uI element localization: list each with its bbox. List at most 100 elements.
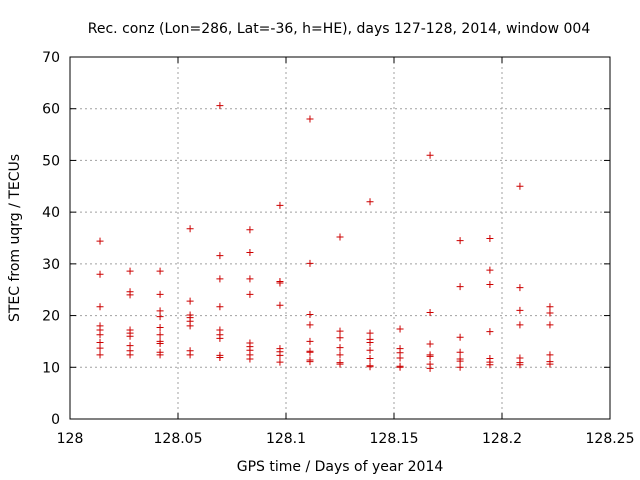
- data-point: [516, 321, 524, 329]
- data-point: [336, 327, 344, 335]
- data-point: [516, 182, 524, 190]
- data-point: [366, 346, 374, 354]
- data-point: [156, 339, 164, 347]
- x-tick-label: 128: [57, 431, 84, 447]
- x-tick-label: 128.25: [586, 431, 635, 447]
- data-point: [456, 283, 464, 291]
- data-point: [156, 351, 164, 359]
- data-point: [156, 323, 164, 331]
- data-point: [126, 291, 134, 299]
- plot-frame: [69, 56, 611, 420]
- data-point: [366, 338, 374, 346]
- axis-ticks: [69, 56, 611, 420]
- data-points: [96, 102, 554, 372]
- data-point: [456, 237, 464, 245]
- x-axis-label: GPS time / Days of year 2014: [237, 459, 444, 475]
- data-point: [306, 348, 314, 356]
- x-tick-label: 128.15: [370, 431, 419, 447]
- data-point: [306, 311, 314, 319]
- y-tick-label: 30: [42, 257, 60, 273]
- y-tick-label: 60: [42, 102, 60, 118]
- data-point: [306, 337, 314, 345]
- data-point: [336, 334, 344, 342]
- data-point: [126, 351, 134, 359]
- data-point: [546, 309, 554, 317]
- data-point: [306, 115, 314, 123]
- data-point: [246, 275, 254, 283]
- data-point: [456, 348, 464, 356]
- data-point: [276, 358, 284, 366]
- data-point: [156, 290, 164, 298]
- data-point: [456, 363, 464, 371]
- data-point: [156, 267, 164, 275]
- x-tick-label: 128.1: [266, 431, 306, 447]
- data-point: [426, 308, 434, 316]
- data-point: [546, 351, 554, 359]
- x-tick-label: 128.2: [482, 431, 522, 447]
- data-point: [336, 351, 344, 359]
- data-point: [426, 364, 434, 372]
- data-point: [366, 363, 374, 371]
- data-point: [246, 290, 254, 298]
- y-tick-label: 0: [51, 412, 60, 428]
- data-point: [486, 281, 494, 289]
- data-point: [186, 351, 194, 359]
- data-point: [426, 352, 434, 360]
- y-tick-label: 20: [42, 309, 60, 325]
- data-point: [306, 358, 314, 366]
- data-point: [96, 237, 104, 245]
- data-point: [336, 233, 344, 241]
- data-point: [366, 329, 374, 337]
- data-point: [486, 328, 494, 336]
- data-point: [186, 297, 194, 305]
- data-point: [306, 321, 314, 329]
- data-point: [546, 321, 554, 329]
- data-point: [276, 201, 284, 209]
- data-point: [486, 235, 494, 243]
- y-tick-label: 70: [42, 50, 60, 66]
- data-point: [396, 363, 404, 371]
- y-axis-label: STEC from uqrg / TECUs: [7, 154, 23, 322]
- data-point: [486, 266, 494, 274]
- data-point: [216, 275, 224, 283]
- data-point: [186, 225, 194, 233]
- data-point: [396, 325, 404, 333]
- data-point: [96, 331, 104, 339]
- data-point: [516, 284, 524, 292]
- data-point: [216, 252, 224, 260]
- data-point: [186, 322, 194, 330]
- data-point: [366, 198, 374, 206]
- data-point: [246, 355, 254, 363]
- data-point: [396, 354, 404, 362]
- x-tick-label: 128.05: [154, 431, 203, 447]
- data-point: [486, 361, 494, 369]
- data-point: [126, 332, 134, 340]
- data-point: [516, 361, 524, 369]
- y-tick-label: 40: [42, 205, 60, 221]
- data-point: [456, 357, 464, 365]
- data-point: [456, 333, 464, 341]
- data-point: [216, 303, 224, 311]
- x-tick-labels: 128 128.05 128.1 128.15 128.2 128.25: [57, 431, 635, 447]
- data-point: [246, 248, 254, 256]
- data-point: [546, 303, 554, 311]
- data-point: [216, 102, 224, 110]
- data-point: [366, 354, 374, 362]
- data-point: [306, 259, 314, 267]
- data-point: [156, 313, 164, 321]
- data-point: [336, 360, 344, 368]
- data-point: [96, 303, 104, 311]
- data-point: [156, 331, 164, 339]
- data-point: [96, 344, 104, 352]
- y-tick-labels: 0 10 20 30 40 50 60 70: [42, 50, 60, 428]
- y-tick-label: 50: [42, 153, 60, 169]
- data-point: [516, 306, 524, 314]
- data-point: [426, 340, 434, 348]
- data-point: [276, 301, 284, 309]
- data-point: [126, 267, 134, 275]
- data-point: [216, 353, 224, 361]
- data-point: [96, 270, 104, 278]
- y-tick-label: 10: [42, 360, 60, 376]
- data-point: [96, 351, 104, 359]
